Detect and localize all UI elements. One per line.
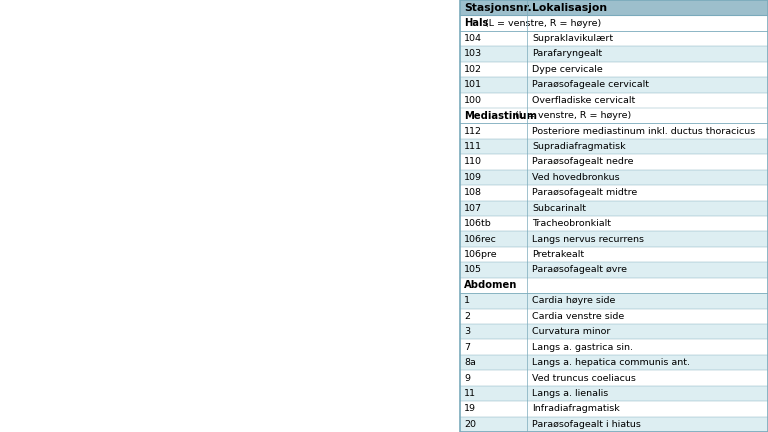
Text: Abdomen: Abdomen — [464, 280, 518, 290]
Text: 8a: 8a — [464, 358, 476, 367]
Bar — [460, 170, 768, 185]
Text: Paraøsofageale cervicalt: Paraøsofageale cervicalt — [532, 80, 649, 89]
Text: Mediastinum: Mediastinum — [464, 111, 537, 121]
Text: Langs nervus recurrens: Langs nervus recurrens — [532, 235, 644, 244]
Bar — [460, 324, 768, 340]
Text: Supraklavikulært: Supraklavikulært — [532, 34, 613, 43]
Bar — [460, 0, 768, 432]
Text: Lokalisasjon: Lokalisasjon — [532, 3, 607, 13]
Text: 9: 9 — [464, 374, 470, 382]
Bar — [460, 262, 768, 278]
Text: 105: 105 — [464, 266, 482, 274]
Text: Parafaryngealt: Parafaryngealt — [532, 50, 602, 58]
Bar — [460, 355, 768, 370]
Text: Paraøsofagealt nedre: Paraøsofagealt nedre — [532, 158, 634, 166]
Text: 108: 108 — [464, 188, 482, 197]
Bar — [460, 216, 768, 232]
Bar — [460, 340, 768, 355]
Text: Ved truncus coeliacus: Ved truncus coeliacus — [532, 374, 636, 382]
Text: 112: 112 — [464, 127, 482, 136]
Text: Posteriore mediastinum inkl. ductus thoracicus: Posteriore mediastinum inkl. ductus thor… — [532, 127, 755, 136]
Text: 3: 3 — [464, 327, 470, 336]
Text: Ved hovedbronkus: Ved hovedbronkus — [532, 173, 620, 182]
Text: Overfladiske cervicalt: Overfladiske cervicalt — [532, 96, 635, 105]
Text: Langs a. gastrica sin.: Langs a. gastrica sin. — [532, 343, 633, 352]
Bar — [460, 308, 768, 324]
Text: Supradiafragmatisk: Supradiafragmatisk — [532, 142, 626, 151]
Bar — [460, 278, 768, 293]
Text: Paraøsofagealt i hiatus: Paraøsofagealt i hiatus — [532, 420, 641, 429]
Bar — [460, 416, 768, 432]
Text: 102: 102 — [464, 65, 482, 74]
Text: 19: 19 — [464, 404, 476, 413]
Bar — [460, 62, 768, 77]
Text: Hals: Hals — [464, 18, 488, 28]
Text: 103: 103 — [464, 50, 482, 58]
Bar — [460, 31, 768, 46]
Bar — [460, 247, 768, 262]
Bar — [460, 185, 768, 200]
Text: 100: 100 — [464, 96, 482, 105]
Text: Tracheobronkialt: Tracheobronkialt — [532, 219, 611, 228]
Bar — [460, 386, 768, 401]
Bar — [460, 200, 768, 216]
Bar — [460, 46, 768, 62]
Text: Curvatura minor: Curvatura minor — [532, 327, 611, 336]
Text: Paraøsofagealt midtre: Paraøsofagealt midtre — [532, 188, 637, 197]
Text: 106rec: 106rec — [464, 235, 497, 244]
Bar — [460, 108, 768, 124]
Bar — [460, 92, 768, 108]
Text: 11: 11 — [464, 389, 476, 398]
Text: Langs a. hepatica communis ant.: Langs a. hepatica communis ant. — [532, 358, 690, 367]
Bar — [460, 401, 768, 416]
Text: 111: 111 — [464, 142, 482, 151]
Text: 101: 101 — [464, 80, 482, 89]
Bar — [460, 16, 768, 31]
Text: (L = venstre, R = høyre): (L = venstre, R = høyre) — [482, 19, 601, 28]
Text: 106tb: 106tb — [464, 219, 492, 228]
Text: (L = venstre, R = høyre): (L = venstre, R = høyre) — [512, 111, 631, 120]
Text: Subcarinalt: Subcarinalt — [532, 204, 586, 213]
Text: 2: 2 — [464, 312, 470, 321]
Bar — [460, 124, 768, 139]
Text: Cardia venstre side: Cardia venstre side — [532, 312, 624, 321]
Bar — [460, 77, 768, 92]
Bar — [0, 0, 460, 432]
Text: 104: 104 — [464, 34, 482, 43]
Bar — [460, 293, 768, 308]
Text: Cardia høyre side: Cardia høyre side — [532, 296, 615, 305]
Text: 109: 109 — [464, 173, 482, 182]
Bar — [460, 232, 768, 247]
Text: 106pre: 106pre — [464, 250, 498, 259]
Text: Paraøsofagealt øvre: Paraøsofagealt øvre — [532, 266, 627, 274]
Bar — [460, 0, 768, 432]
Text: 7: 7 — [464, 343, 470, 352]
Text: 20: 20 — [464, 420, 476, 429]
Text: Infradiafragmatisk: Infradiafragmatisk — [532, 404, 620, 413]
Text: Pretrakealt: Pretrakealt — [532, 250, 584, 259]
Text: Stasjonsnr.: Stasjonsnr. — [464, 3, 531, 13]
Text: 1: 1 — [464, 296, 470, 305]
Text: 110: 110 — [464, 158, 482, 166]
Text: 107: 107 — [464, 204, 482, 213]
Bar — [460, 154, 768, 170]
Text: Langs a. lienalis: Langs a. lienalis — [532, 389, 608, 398]
Bar — [460, 0, 768, 16]
Bar — [460, 370, 768, 386]
Text: Dype cervicale: Dype cervicale — [532, 65, 603, 74]
Bar — [460, 139, 768, 154]
